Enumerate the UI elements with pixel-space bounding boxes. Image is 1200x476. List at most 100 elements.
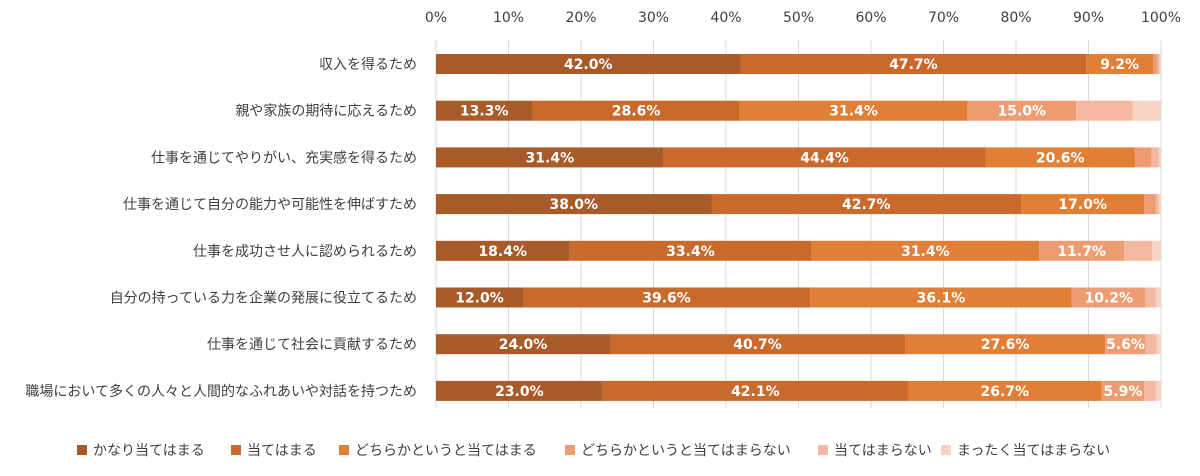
legend-swatch	[818, 445, 828, 455]
bar-segment	[1071, 287, 1146, 308]
legend-label: 当てはまらない	[834, 443, 932, 459]
bar-segment	[663, 147, 986, 168]
data-label: 9.2%	[1100, 57, 1139, 73]
bar-segment	[532, 100, 740, 121]
category-label: 職場において多くの人々と人間的なふれあいや対話を持つため	[25, 383, 417, 400]
x-tick-label: 80%	[1000, 10, 1031, 26]
bar-segment	[711, 194, 1022, 215]
x-tick-label: 70%	[928, 10, 959, 26]
bar-segment	[436, 287, 523, 308]
bar-segment	[740, 54, 1087, 74]
bar-segment	[739, 100, 968, 121]
data-label: 33.4%	[666, 244, 715, 260]
bar-segment	[1157, 54, 1160, 74]
data-label: 39.6%	[642, 291, 691, 307]
category-label: 自分の持っている力を企業の発展に役立てるため	[110, 290, 417, 307]
legend-label: どちらかというと当てはまらない	[581, 443, 791, 459]
bar-segment	[1158, 147, 1161, 168]
legend-label: どちらかというと当てはまる	[355, 443, 537, 459]
bar-segment	[1152, 240, 1161, 261]
bar-segment	[907, 380, 1102, 401]
x-tick-label: 90%	[1073, 10, 1104, 26]
x-tick-label: 60%	[855, 10, 886, 26]
data-label: 18.4%	[478, 244, 527, 260]
bar-segments	[436, 54, 1161, 401]
data-label: 11.7%	[1057, 244, 1106, 260]
bar-segment	[1156, 334, 1161, 355]
bar-segment	[1153, 54, 1158, 74]
x-tick-label: 10%	[493, 10, 524, 26]
bar-segment	[811, 240, 1040, 261]
x-tick-label: 50%	[783, 10, 814, 26]
category-label: 仕事を通じて社会に貢献するため	[207, 337, 417, 353]
bar-segment	[1159, 54, 1161, 74]
bar-segment	[810, 287, 1072, 308]
data-label: 42.0%	[564, 57, 613, 73]
bar-segment	[1132, 100, 1161, 121]
category-label: 仕事を成功させ人に認められるため	[193, 244, 417, 260]
x-tick-label: 40%	[710, 10, 741, 26]
data-label: 20.6%	[1036, 150, 1085, 166]
legend-swatch	[231, 445, 241, 455]
bar-segment	[1076, 100, 1133, 121]
data-label: 17.0%	[1058, 197, 1107, 213]
bar-segment	[436, 334, 610, 355]
bar-segment	[569, 240, 812, 261]
bar-segment	[1151, 147, 1159, 168]
data-label: 40.7%	[733, 337, 782, 353]
legend-label: まったく当てはまらない	[957, 443, 1110, 459]
data-label: 36.1%	[917, 291, 966, 307]
bar-segment	[436, 54, 741, 74]
data-label: 42.7%	[842, 197, 891, 213]
data-label: 10.2%	[1085, 291, 1134, 307]
bar-segment	[1144, 380, 1156, 401]
data-label: 31.4%	[526, 150, 575, 166]
data-label: 24.0%	[499, 337, 548, 353]
data-label: 28.6%	[612, 104, 661, 120]
data-label: 23.0%	[495, 384, 544, 400]
data-label: 5.9%	[1104, 384, 1143, 400]
bar-segment	[1145, 334, 1157, 355]
bar-segment	[602, 380, 908, 401]
bar-segment	[1144, 194, 1156, 215]
bar-segment	[436, 100, 533, 121]
category-label: 仕事を通じてやりがい、充実感を得るため	[151, 149, 417, 166]
data-label: 44.4%	[800, 150, 849, 166]
bar-segment	[1039, 240, 1125, 261]
bar-segment	[1155, 194, 1159, 215]
x-tick-label: 20%	[565, 10, 596, 26]
bar-segment	[436, 240, 570, 261]
bar-segment	[905, 334, 1106, 355]
data-label: 27.6%	[981, 337, 1030, 353]
x-axis-tick-labels: 0% 10% 20% 30% 40% 50% 60% 70% 80% 90% 100%	[425, 10, 1181, 26]
bar-segment	[436, 194, 712, 215]
data-label: 31.4%	[829, 104, 878, 120]
bar-segment	[967, 100, 1077, 121]
category-label: 収入を得るため	[319, 56, 417, 73]
legend-swatch	[941, 445, 951, 455]
data-label: 38.0%	[549, 197, 598, 213]
bar-segment	[1158, 194, 1161, 215]
bar-segment	[1021, 194, 1145, 215]
bar-segment	[1101, 380, 1145, 401]
legend-swatch	[565, 445, 575, 455]
data-label: 42.1%	[731, 384, 780, 400]
bar-segment	[436, 380, 603, 401]
data-label: 47.7%	[889, 57, 938, 73]
data-label: 15.0%	[998, 104, 1047, 120]
bar-segment	[1086, 54, 1154, 74]
bar-segment	[1155, 287, 1161, 308]
legend-swatch	[77, 445, 87, 455]
legend-label: かなり当てはまる	[93, 443, 205, 459]
x-tick-label: 30%	[638, 10, 669, 26]
data-label: 5.6%	[1106, 337, 1145, 353]
data-label: 12.0%	[455, 291, 504, 307]
bar-segment	[1145, 287, 1156, 308]
data-label: 13.3%	[460, 104, 509, 120]
bar-segment	[985, 147, 1135, 168]
category-label: 仕事を通じて自分の能力や可能性を伸ばすため	[123, 197, 417, 213]
x-tick-label: 0%	[425, 10, 447, 26]
bar-segment	[1134, 147, 1152, 168]
bar-segment	[436, 147, 664, 168]
